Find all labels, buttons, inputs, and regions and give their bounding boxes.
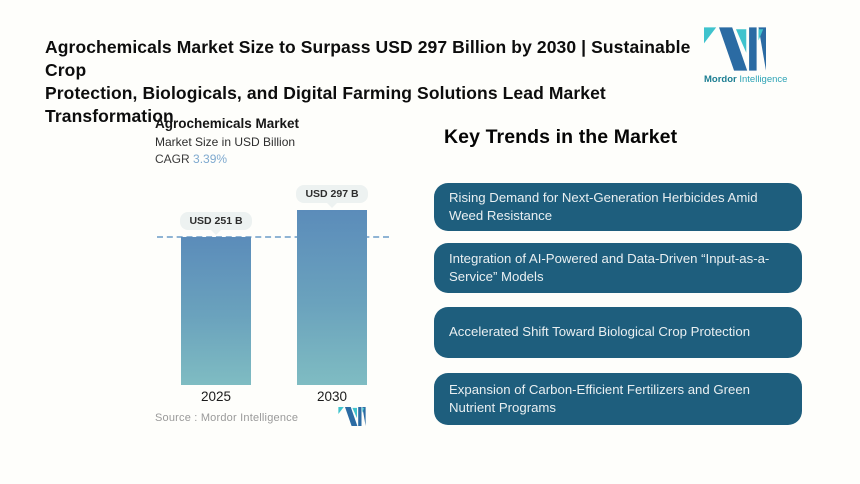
trend-item-2: Integration of AI-Powered and Data-Drive… (434, 243, 802, 293)
cagr-label: CAGR (155, 152, 190, 166)
page-title-line2: Protection, Biologicals, and Digital Far… (45, 83, 606, 127)
trend-item-1: Rising Demand for Next-Generation Herbic… (434, 183, 802, 231)
trend-item-1-text: Rising Demand for Next-Generation Herbic… (449, 189, 758, 223)
x-axis-label-2030: 2030 (316, 389, 348, 404)
bar-2025 (181, 237, 251, 385)
mordor-intelligence-mini-logo-icon (338, 407, 366, 431)
bar-value-label-2030: USD 297 B (296, 185, 368, 208)
brand-name-bold: Mordor (704, 74, 737, 85)
trend-item-2-text: Integration of AI-Powered and Data-Drive… (449, 250, 770, 284)
page-title-line1: Agrochemicals Market Size to Surpass USD… (45, 37, 691, 81)
trends-heading: Key Trends in the Market (444, 126, 678, 148)
x-axis-label-2025: 2025 (200, 389, 232, 404)
reference-line (157, 236, 389, 238)
bar-2030 (297, 210, 367, 385)
trend-item-4-text: Expansion of Carbon-Efficient Fertilizer… (449, 381, 751, 415)
chart-subtitle: Market Size in USD Billion (155, 135, 296, 149)
brand-name-regular: Intelligence (739, 74, 788, 85)
bar-group-2030: USD 297 B (296, 185, 368, 385)
brand-logo: Mordor Intelligence (704, 27, 788, 85)
chart-source: Source : Mordor Intelligence (155, 412, 299, 424)
trend-item-4: Expansion of Carbon-Efficient Fertilizer… (434, 373, 802, 425)
brand-name: Mordor Intelligence (704, 74, 788, 85)
mordor-intelligence-logo-icon (704, 27, 784, 71)
chart-cagr: CAGR 3.39% (155, 152, 227, 166)
trend-item-3: Accelerated Shift Toward Biological Crop… (434, 307, 802, 358)
cagr-value: 3.39% (193, 152, 228, 166)
bar-group-2025: USD 251 B (180, 212, 252, 385)
chart-title: Agrochemicals Market (155, 116, 300, 131)
page-title: Agrochemicals Market Size to Surpass USD… (45, 36, 717, 128)
trend-item-3-text: Accelerated Shift Toward Biological Crop… (449, 324, 751, 340)
bar-value-label-2025: USD 251 B (180, 212, 252, 235)
